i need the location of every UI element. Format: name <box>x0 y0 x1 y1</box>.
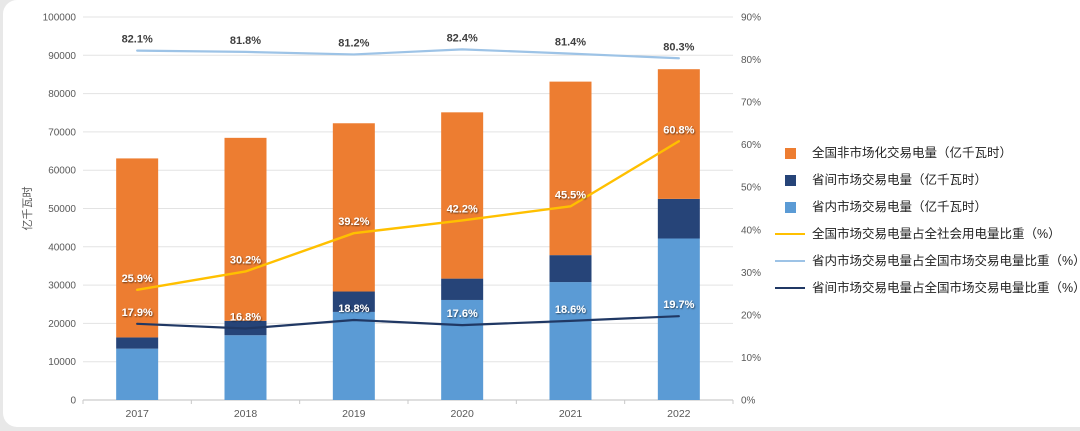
line-labels-2: 17.9% 16.8% 18.8% 17.6% 18.6% 19.7% <box>122 299 695 323</box>
bar-series-1 <box>116 198 700 349</box>
bar-series-0 <box>116 238 700 400</box>
svg-text:0: 0 <box>70 396 76 407</box>
svg-text:81.2%: 81.2% <box>338 37 369 49</box>
svg-text:50%: 50% <box>741 183 761 194</box>
svg-text:70000: 70000 <box>48 127 76 138</box>
svg-text:17.6%: 17.6% <box>447 308 478 320</box>
legend-swatch-lightblue-bar <box>775 201 805 213</box>
right-axis-labels: 0% 10% 20% 30% 40% 50% 60% 70% 80% 90% <box>741 13 761 407</box>
gridlines <box>83 16 733 401</box>
svg-text:45.5%: 45.5% <box>555 189 586 201</box>
line-series-2 <box>136 315 680 330</box>
svg-text:60%: 60% <box>741 140 761 151</box>
svg-text:30000: 30000 <box>48 281 76 292</box>
line-series-0 <box>135 140 681 291</box>
svg-text:2018: 2018 <box>234 408 258 420</box>
svg-text:81.4%: 81.4% <box>555 37 586 49</box>
x-axis-labels: 2017 2018 2019 2020 2021 2022 <box>125 408 690 420</box>
svg-text:80000: 80000 <box>48 89 76 100</box>
svg-text:10000: 10000 <box>48 357 76 368</box>
legend-swatch-yellow-line <box>775 228 805 240</box>
svg-text:25.9%: 25.9% <box>122 273 153 285</box>
svg-text:50000: 50000 <box>48 204 76 215</box>
bar-series-2 <box>116 69 700 338</box>
legend-label: 全国市场交易电量占全社会用电量比重（%） <box>812 226 1061 241</box>
svg-text:0%: 0% <box>741 396 756 407</box>
left-axis-labels: 0 10000 20000 30000 40000 50000 60000 70000 8000… <box>43 13 77 407</box>
legend-label: 省内市场交易电量占全国市场交易电量比重（%） <box>812 253 1080 268</box>
legend-item-interprovincial-volume: 省间市场交易电量（亿千瓦时） <box>775 173 1080 188</box>
svg-text:39.2%: 39.2% <box>338 216 369 228</box>
legend-item-interprovincial-share-line: 省间市场交易电量占全国市场交易电量比重（%） <box>775 281 1080 296</box>
legend-swatch-orange-bar <box>775 147 805 159</box>
line-labels-1: 82.1% 81.8% 81.2% 82.4% 81.4% 80.3% <box>122 32 695 53</box>
svg-text:2019: 2019 <box>342 408 366 420</box>
legend-item-nonmarket-volume: 全国非市场化交易电量（亿千瓦时） <box>775 146 1080 161</box>
legend-label: 省间市场交易电量占全国市场交易电量比重（%） <box>812 280 1080 295</box>
line-series-1 <box>136 48 680 60</box>
chart-legend: 全国非市场化交易电量（亿千瓦时） 省间市场交易电量（亿千瓦时） 省内市场交易电量… <box>773 0 1080 427</box>
legend-item-intraprovincial-share-line: 省内市场交易电量占全国市场交易电量比重（%） <box>775 254 1080 269</box>
svg-text:90%: 90% <box>741 13 761 24</box>
svg-text:18.6%: 18.6% <box>555 304 586 316</box>
svg-text:10%: 10% <box>741 353 761 364</box>
svg-text:20000: 20000 <box>48 319 76 330</box>
svg-text:82.4%: 82.4% <box>447 32 478 44</box>
svg-text:90000: 90000 <box>48 51 76 62</box>
line-labels-0: 25.9% 30.2% 39.2% 42.2% 45.5% 60.8% <box>122 124 695 285</box>
chart-card: 0 10000 20000 30000 40000 50000 60000 70000 8000… <box>3 0 1080 427</box>
svg-text:20%: 20% <box>741 310 761 321</box>
svg-text:100000: 100000 <box>43 13 77 24</box>
svg-text:81.8%: 81.8% <box>230 35 261 47</box>
legend-label: 省内市场交易电量（亿千瓦时） <box>812 199 988 214</box>
svg-text:40%: 40% <box>741 225 761 236</box>
legend-item-market-share-line: 全国市场交易电量占全社会用电量比重（%） <box>775 227 1080 242</box>
svg-text:17.9%: 17.9% <box>122 307 153 319</box>
svg-text:30%: 30% <box>741 268 761 279</box>
legend-swatch-paleblue-line <box>775 255 805 267</box>
svg-text:2022: 2022 <box>667 408 691 420</box>
legend-label: 省间市场交易电量（亿千瓦时） <box>812 172 988 187</box>
legend-swatch-darkblue-bar <box>775 174 805 186</box>
svg-text:42.2%: 42.2% <box>447 203 478 215</box>
svg-text:60000: 60000 <box>48 166 76 177</box>
svg-text:80%: 80% <box>741 55 761 66</box>
svg-text:19.7%: 19.7% <box>663 299 694 311</box>
svg-text:30.2%: 30.2% <box>230 254 261 266</box>
plot-area: 0 10000 20000 30000 40000 50000 60000 70000 8000… <box>3 0 773 427</box>
svg-text:18.8%: 18.8% <box>338 303 369 315</box>
svg-text:60.8%: 60.8% <box>663 124 694 136</box>
svg-text:2020: 2020 <box>450 408 474 420</box>
combo-chart-svg: 0 10000 20000 30000 40000 50000 60000 70000 8000… <box>21 13 761 421</box>
svg-text:2017: 2017 <box>125 408 149 420</box>
svg-text:16.8%: 16.8% <box>230 312 261 324</box>
svg-text:80.3%: 80.3% <box>663 41 694 53</box>
svg-text:82.1%: 82.1% <box>122 34 153 46</box>
svg-text:70%: 70% <box>741 98 761 109</box>
legend-label: 全国非市场化交易电量（亿千瓦时） <box>812 145 1013 160</box>
svg-text:2021: 2021 <box>559 408 583 420</box>
legend-item-intraprovincial-volume: 省内市场交易电量（亿千瓦时） <box>775 200 1080 215</box>
y-axis-title: 亿千瓦时 <box>21 187 34 231</box>
legend-swatch-navy-line <box>775 282 805 294</box>
x-axis-ticks <box>82 400 734 404</box>
svg-text:40000: 40000 <box>48 242 76 253</box>
